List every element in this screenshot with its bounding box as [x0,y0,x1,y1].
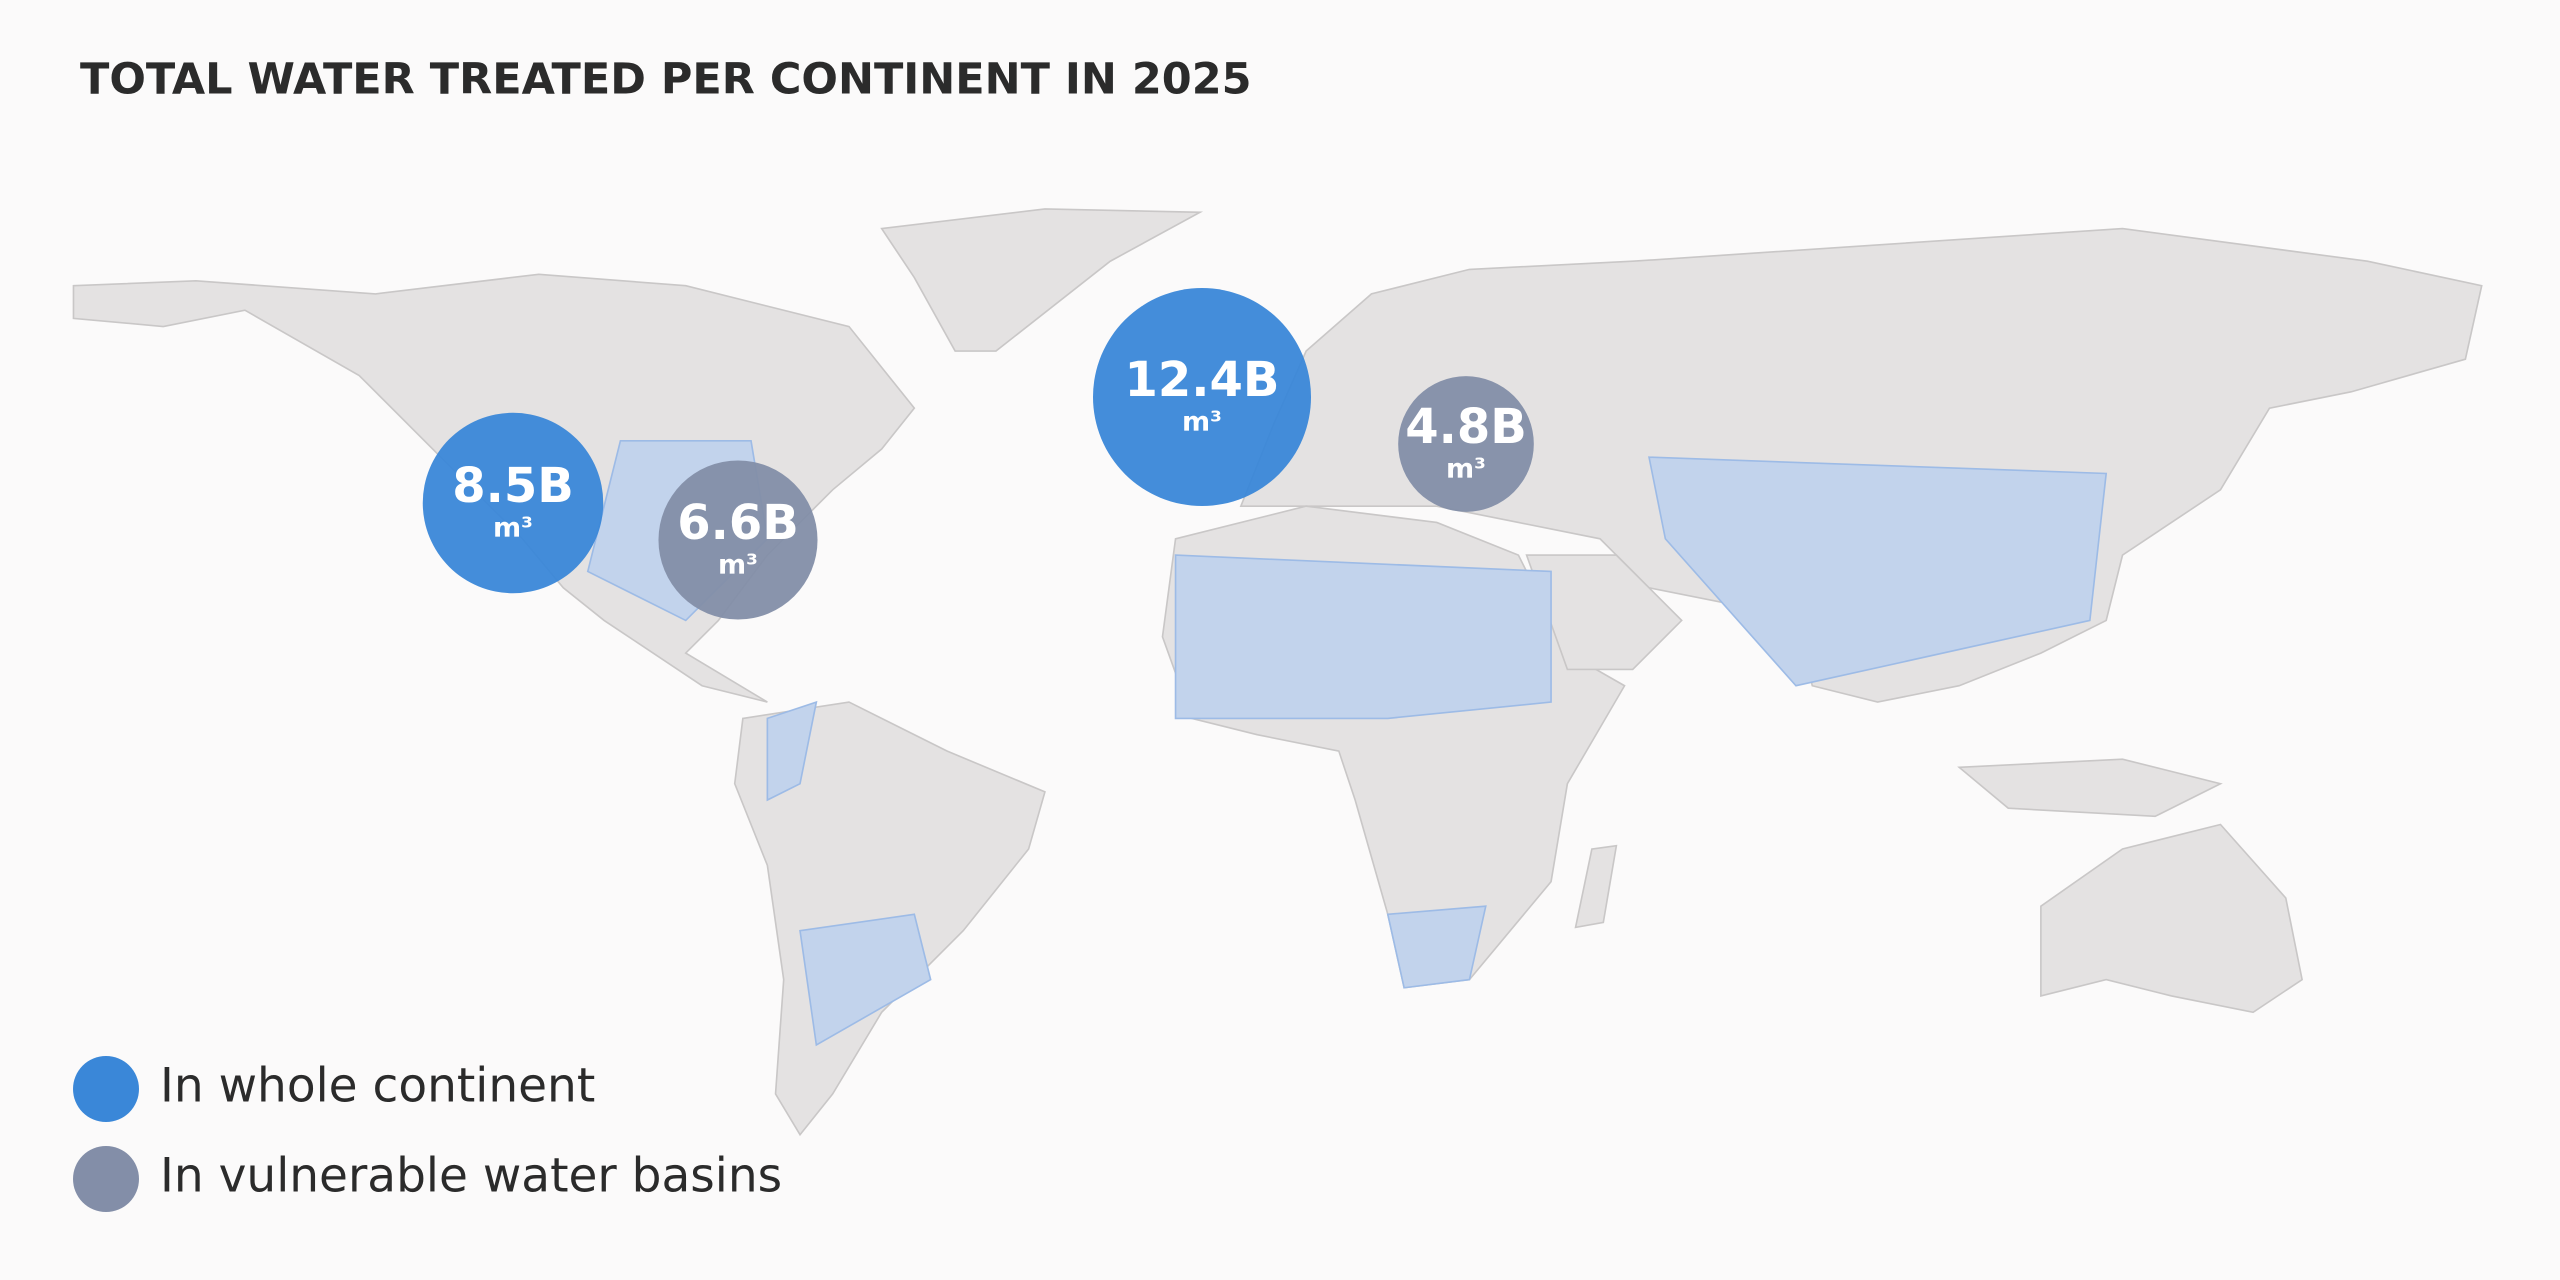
indonesia [1957,758,2223,818]
legend-label: In whole continent [160,1059,595,1114]
basin-region [1386,905,1487,989]
bubble-unit: m³ [1446,454,1486,485]
bubble-unit: m³ [1182,407,1222,438]
bubble [1093,288,1311,506]
bubble-value-label: 8.5B [452,458,574,514]
chart-title: TOTAL WATER TREATED PER CONTINENT IN 202… [80,55,1252,105]
madagascar [1574,844,1618,929]
greenland [880,208,1204,352]
basin-region [766,700,818,802]
legend-label: In vulnerable water basins [160,1149,782,1204]
bubble [1398,376,1534,512]
bubble-value-label: 12.4B [1124,352,1279,408]
bubble [658,460,818,620]
bubble-value-label: 4.8B [1405,399,1527,455]
basin-region [1174,554,1552,720]
australia [2040,823,2304,1014]
legend-swatch [73,1146,139,1212]
arabia [1525,554,1683,671]
bubble-unit: m³ [493,513,533,544]
bubble [422,412,604,594]
basin-region [799,913,932,1047]
bubble-value-label: 6.6B [677,495,799,551]
bubble-unit: m³ [718,550,758,581]
basin-region [1648,456,2108,687]
legend-swatch [73,1056,139,1122]
